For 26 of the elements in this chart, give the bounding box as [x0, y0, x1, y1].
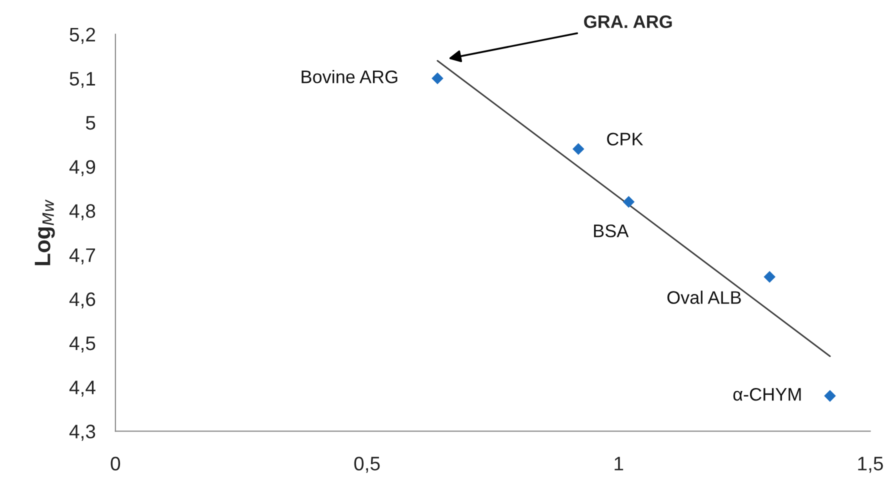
point — [824, 390, 836, 402]
annotation: CPK — [607, 132, 644, 146]
x-tick-label: 1 — [614, 456, 624, 470]
y-tick-label: 4,7 — [69, 248, 96, 264]
x-tick-label: 0,5 — [354, 456, 380, 473]
y-tick-label: 4,4 — [69, 380, 96, 397]
y-tick-label: 5,1 — [70, 72, 96, 88]
y-tick-label: 4,3 — [69, 424, 96, 441]
text: GRA. ARG — [584, 15, 672, 28]
annotation: BSA — [594, 224, 629, 238]
point — [622, 196, 635, 208]
point — [432, 72, 444, 84]
annotation: Bovine ARG — [302, 70, 398, 84]
x-tick-label: 1,5 — [858, 456, 883, 473]
y-tick-label: 5 — [86, 116, 96, 130]
x-tick-label: 0 — [110, 456, 120, 470]
point — [572, 143, 584, 155]
y-tick-label: 5,2 — [70, 28, 96, 44]
y-tick-label: 4,8 — [69, 204, 96, 220]
point — [764, 270, 776, 283]
y-tick-label: 4,5 — [69, 336, 96, 353]
annotation: α-CHYM — [733, 388, 801, 401]
y-tick-label: 4,9 — [69, 160, 96, 176]
annotation: Oval ALB — [667, 290, 741, 304]
y-axis-title: Log$_{Mw}$ — [34, 200, 55, 266]
y-tick-label: 4,6 — [69, 292, 96, 308]
